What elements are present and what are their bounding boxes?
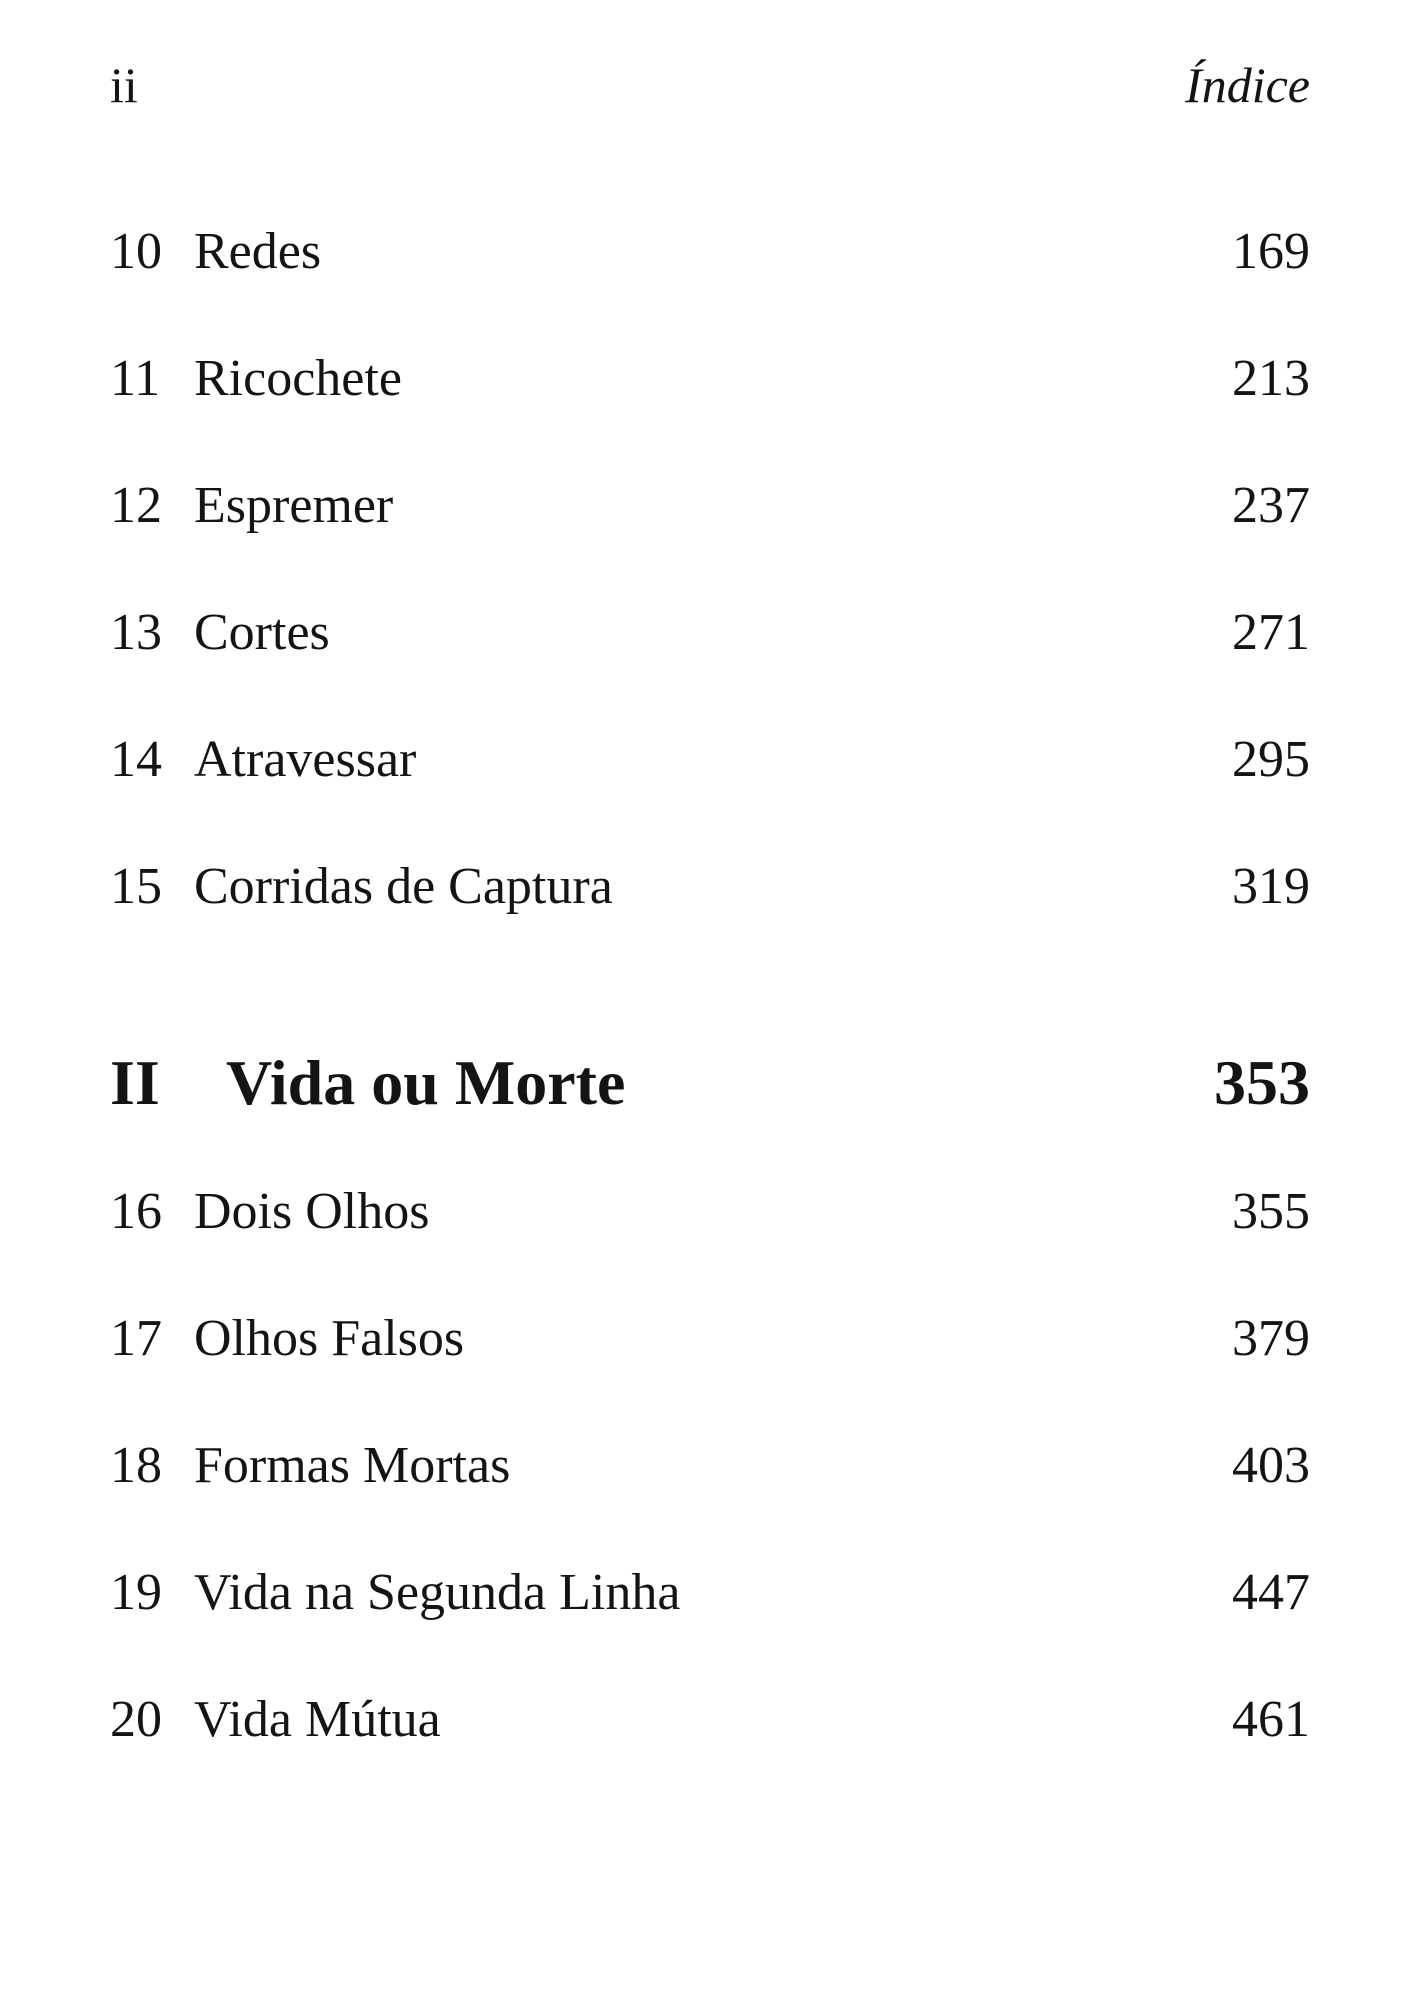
toc-entry-19[interactable]: 19 Vida na Segunda Linha 447 — [110, 1563, 1310, 1633]
chapter-page: 319 — [1232, 858, 1310, 915]
toc-entry-20[interactable]: 20 Vida Mútua 461 — [110, 1690, 1310, 1760]
chapter-title: Vida na Segunda Linha — [194, 1564, 681, 1621]
toc-entry-17[interactable]: 17 Olhos Falsos 379 — [110, 1309, 1310, 1379]
chapter-title: Redes — [194, 223, 322, 280]
chapter-title: Dois Olhos — [194, 1183, 430, 1240]
chapter-page: 403 — [1232, 1437, 1310, 1494]
chapter-title: Atravessar — [194, 731, 417, 788]
chapter-title: Corridas de Captura — [194, 858, 613, 915]
chapter-page: 169 — [1232, 223, 1310, 280]
chapter-number: 19 — [110, 1564, 162, 1621]
toc-part-heading[interactable]: II Vida ou Morte 353 — [110, 1046, 1310, 1126]
chapter-page: 213 — [1232, 350, 1310, 407]
chapter-page: 461 — [1232, 1691, 1310, 1748]
chapter-title: Cortes — [194, 604, 330, 661]
toc-entry-11[interactable]: 11 Ricochete 213 — [110, 349, 1310, 419]
chapter-number: 16 — [110, 1183, 162, 1240]
chapter-title: Espremer — [194, 477, 394, 534]
chapter-number: 11 — [110, 350, 161, 407]
chapter-page: 295 — [1232, 731, 1310, 788]
toc-entry-15[interactable]: 15 Corridas de Captura 319 — [110, 857, 1310, 927]
chapter-page: 237 — [1232, 477, 1310, 534]
chapter-page: 271 — [1232, 604, 1310, 661]
chapter-number: 18 — [110, 1437, 162, 1494]
chapter-number: 12 — [110, 477, 162, 534]
chapter-number: 20 — [110, 1691, 162, 1748]
chapter-title: Vida Mútua — [194, 1691, 441, 1748]
toc-entry-12[interactable]: 12 Espremer 237 — [110, 476, 1310, 546]
toc-entry-10[interactable]: 10 Redes 169 — [110, 222, 1310, 292]
chapter-title: Ricochete — [194, 350, 402, 407]
page-number: ii — [110, 57, 138, 113]
chapter-number: 13 — [110, 604, 162, 661]
chapter-page: 379 — [1232, 1310, 1310, 1367]
toc-entry-18[interactable]: 18 Formas Mortas 403 — [110, 1436, 1310, 1506]
toc-entry-13[interactable]: 13 Cortes 271 — [110, 603, 1310, 673]
chapter-number: 15 — [110, 858, 162, 915]
chapter-number: 10 — [110, 223, 162, 280]
section-title: Índice — [1185, 57, 1310, 113]
chapter-title: Formas Mortas — [194, 1437, 511, 1494]
chapter-page: 355 — [1232, 1183, 1310, 1240]
toc-entry-14[interactable]: 14 Atravessar 295 — [110, 730, 1310, 800]
part-page: 353 — [1214, 1047, 1310, 1118]
chapter-number: 14 — [110, 731, 162, 788]
running-header: ii Índice — [110, 56, 1310, 116]
part-title: Vida ou Morte — [226, 1047, 626, 1118]
chapter-number: 17 — [110, 1310, 162, 1367]
chapter-page: 447 — [1232, 1564, 1310, 1621]
chapter-title: Olhos Falsos — [194, 1310, 465, 1367]
toc-entry-16[interactable]: 16 Dois Olhos 355 — [110, 1182, 1310, 1252]
part-number: II — [110, 1047, 160, 1118]
